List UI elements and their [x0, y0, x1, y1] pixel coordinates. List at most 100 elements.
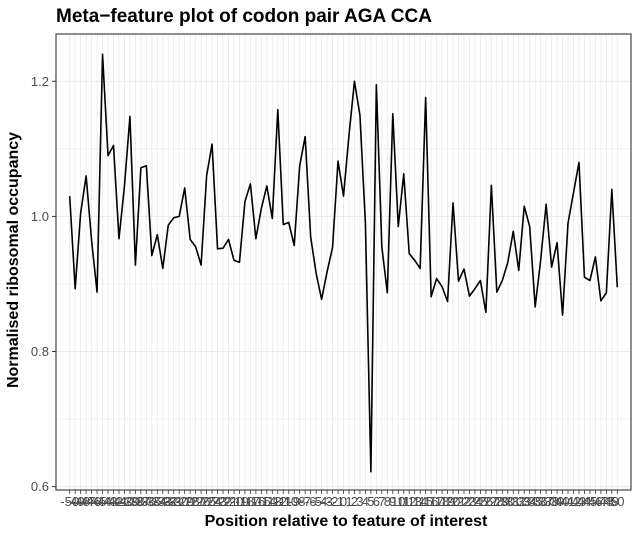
- x-tick-label: 27: [484, 494, 498, 509]
- x-tick-label: 33: [517, 494, 531, 509]
- x-tick-label: 50: [610, 494, 624, 509]
- x-tick-label: 12: [402, 494, 416, 509]
- x-tick-label: 4: [362, 494, 369, 509]
- x-tick-label: 35: [528, 494, 542, 509]
- x-tick-label: 15: [418, 494, 432, 509]
- x-tick-label: -35: [142, 494, 161, 509]
- x-tick-label: -50: [60, 494, 79, 509]
- x-tick-label: -20: [225, 494, 244, 509]
- y-tick-label: 0.8: [31, 344, 49, 359]
- x-tick-label: 0: [340, 494, 347, 509]
- x-tick-label: 41: [561, 494, 575, 509]
- x-tick-label: -44: [93, 494, 112, 509]
- x-tick-label: -47: [77, 494, 96, 509]
- x-tick-label: -11: [274, 494, 292, 509]
- x-tick-label: -12: [268, 494, 287, 509]
- x-tick-label: 8: [384, 494, 391, 509]
- x-tick-label: 34: [522, 494, 536, 509]
- x-tick-label: 24: [468, 494, 482, 509]
- y-tick-label: 1.2: [31, 74, 49, 89]
- x-tick-label: -38: [126, 494, 145, 509]
- x-tick-label: 42: [566, 494, 580, 509]
- x-tick-label: 31: [506, 494, 520, 509]
- x-tick-label: 20: [446, 494, 460, 509]
- x-tick-label: 22: [457, 494, 471, 509]
- x-tick-label: -22: [214, 494, 233, 509]
- x-tick-label: -29: [175, 494, 194, 509]
- x-tick-label: -43: [99, 494, 118, 509]
- x-tick-label: 48: [599, 494, 613, 509]
- x-tick-label: 32: [512, 494, 526, 509]
- x-tick-label: -6: [305, 494, 317, 509]
- x-tick-label: -15: [252, 494, 271, 509]
- x-tick-label: -23: [208, 494, 227, 509]
- x-tick-label: 25: [473, 494, 487, 509]
- x-tick-label: 49: [605, 494, 619, 509]
- x-tick-label: -24: [203, 494, 222, 509]
- x-tick-label: -21: [219, 494, 238, 509]
- x-tick-label: -31: [164, 494, 183, 509]
- x-tick-label: -37: [131, 494, 150, 509]
- x-tick-label: 39: [550, 494, 564, 509]
- x-tick-label: 47: [594, 494, 608, 509]
- y-axis-title: Normalised ribosomal occupancy: [5, 132, 22, 388]
- x-tick-label: 44: [577, 494, 591, 509]
- x-tick-label: 38: [544, 494, 558, 509]
- x-tick-label: -18: [236, 494, 255, 509]
- x-tick-label: 43: [572, 494, 586, 509]
- x-tick-label: 23: [462, 494, 476, 509]
- x-tick-label: 2: [351, 494, 358, 509]
- x-tick-label: -19: [230, 494, 249, 509]
- x-tick-label: -4: [316, 494, 328, 509]
- x-tick-label: -36: [137, 494, 156, 509]
- x-tick-label: 19: [440, 494, 454, 509]
- x-tick-label: -5: [310, 494, 322, 509]
- x-tick-label: -3: [321, 494, 333, 509]
- x-tick-label: -14: [257, 494, 276, 509]
- x-tick-label: 13: [407, 494, 421, 509]
- x-tick-label: 21: [451, 494, 465, 509]
- y-tick-label: 1.0: [31, 209, 49, 224]
- x-tick-label: -8: [294, 494, 306, 509]
- x-tick-label: 14: [413, 494, 427, 509]
- x-tick-label: -16: [246, 494, 265, 509]
- x-tick-label: -46: [82, 494, 101, 509]
- x-tick-label: -26: [192, 494, 211, 509]
- x-tick-label: -10: [279, 494, 298, 509]
- x-tick-label: -39: [121, 494, 140, 509]
- x-tick-label: 37: [539, 494, 553, 509]
- x-tick-label: 3: [356, 494, 363, 509]
- x-tick-label: 36: [533, 494, 547, 509]
- x-axis-title: Position relative to feature of interest: [205, 513, 488, 530]
- data-series-line: [68, 53, 619, 473]
- x-tick-label: 46: [588, 494, 602, 509]
- x-tick-label: -33: [153, 494, 172, 509]
- x-tick-label: -2: [327, 494, 339, 509]
- x-tick-label: -27: [186, 494, 205, 509]
- x-tick-label: 26: [479, 494, 493, 509]
- x-tick-label: -42: [104, 494, 123, 509]
- x-tick-label: 11: [397, 494, 411, 509]
- x-tick-label: -28: [181, 494, 200, 509]
- x-tick-label: -13: [263, 494, 282, 509]
- x-tick-label: -48: [71, 494, 90, 509]
- x-tick-label: 29: [495, 494, 509, 509]
- x-tick-label: -17: [241, 494, 260, 509]
- x-tick-label: -40: [115, 494, 134, 509]
- x-tick-label: 30: [501, 494, 515, 509]
- x-tick-label: 10: [391, 494, 405, 509]
- x-tick-label: 28: [490, 494, 504, 509]
- x-tick-label: 40: [555, 494, 569, 509]
- x-tick-label: -7: [299, 494, 311, 509]
- x-tick-label: -32: [159, 494, 178, 509]
- x-tick-label: 17: [429, 494, 443, 509]
- x-tick-label: 7: [378, 494, 385, 509]
- x-tick-label: 1: [345, 494, 352, 509]
- x-tick-label: -1: [332, 494, 344, 509]
- x-tick-label: 16: [424, 494, 438, 509]
- x-tick-label: 18: [435, 494, 449, 509]
- x-tick-label: 6: [373, 494, 380, 509]
- chart-title: Meta−feature plot of codon pair AGA CCA: [56, 6, 432, 27]
- x-tick-label: 9: [389, 494, 396, 509]
